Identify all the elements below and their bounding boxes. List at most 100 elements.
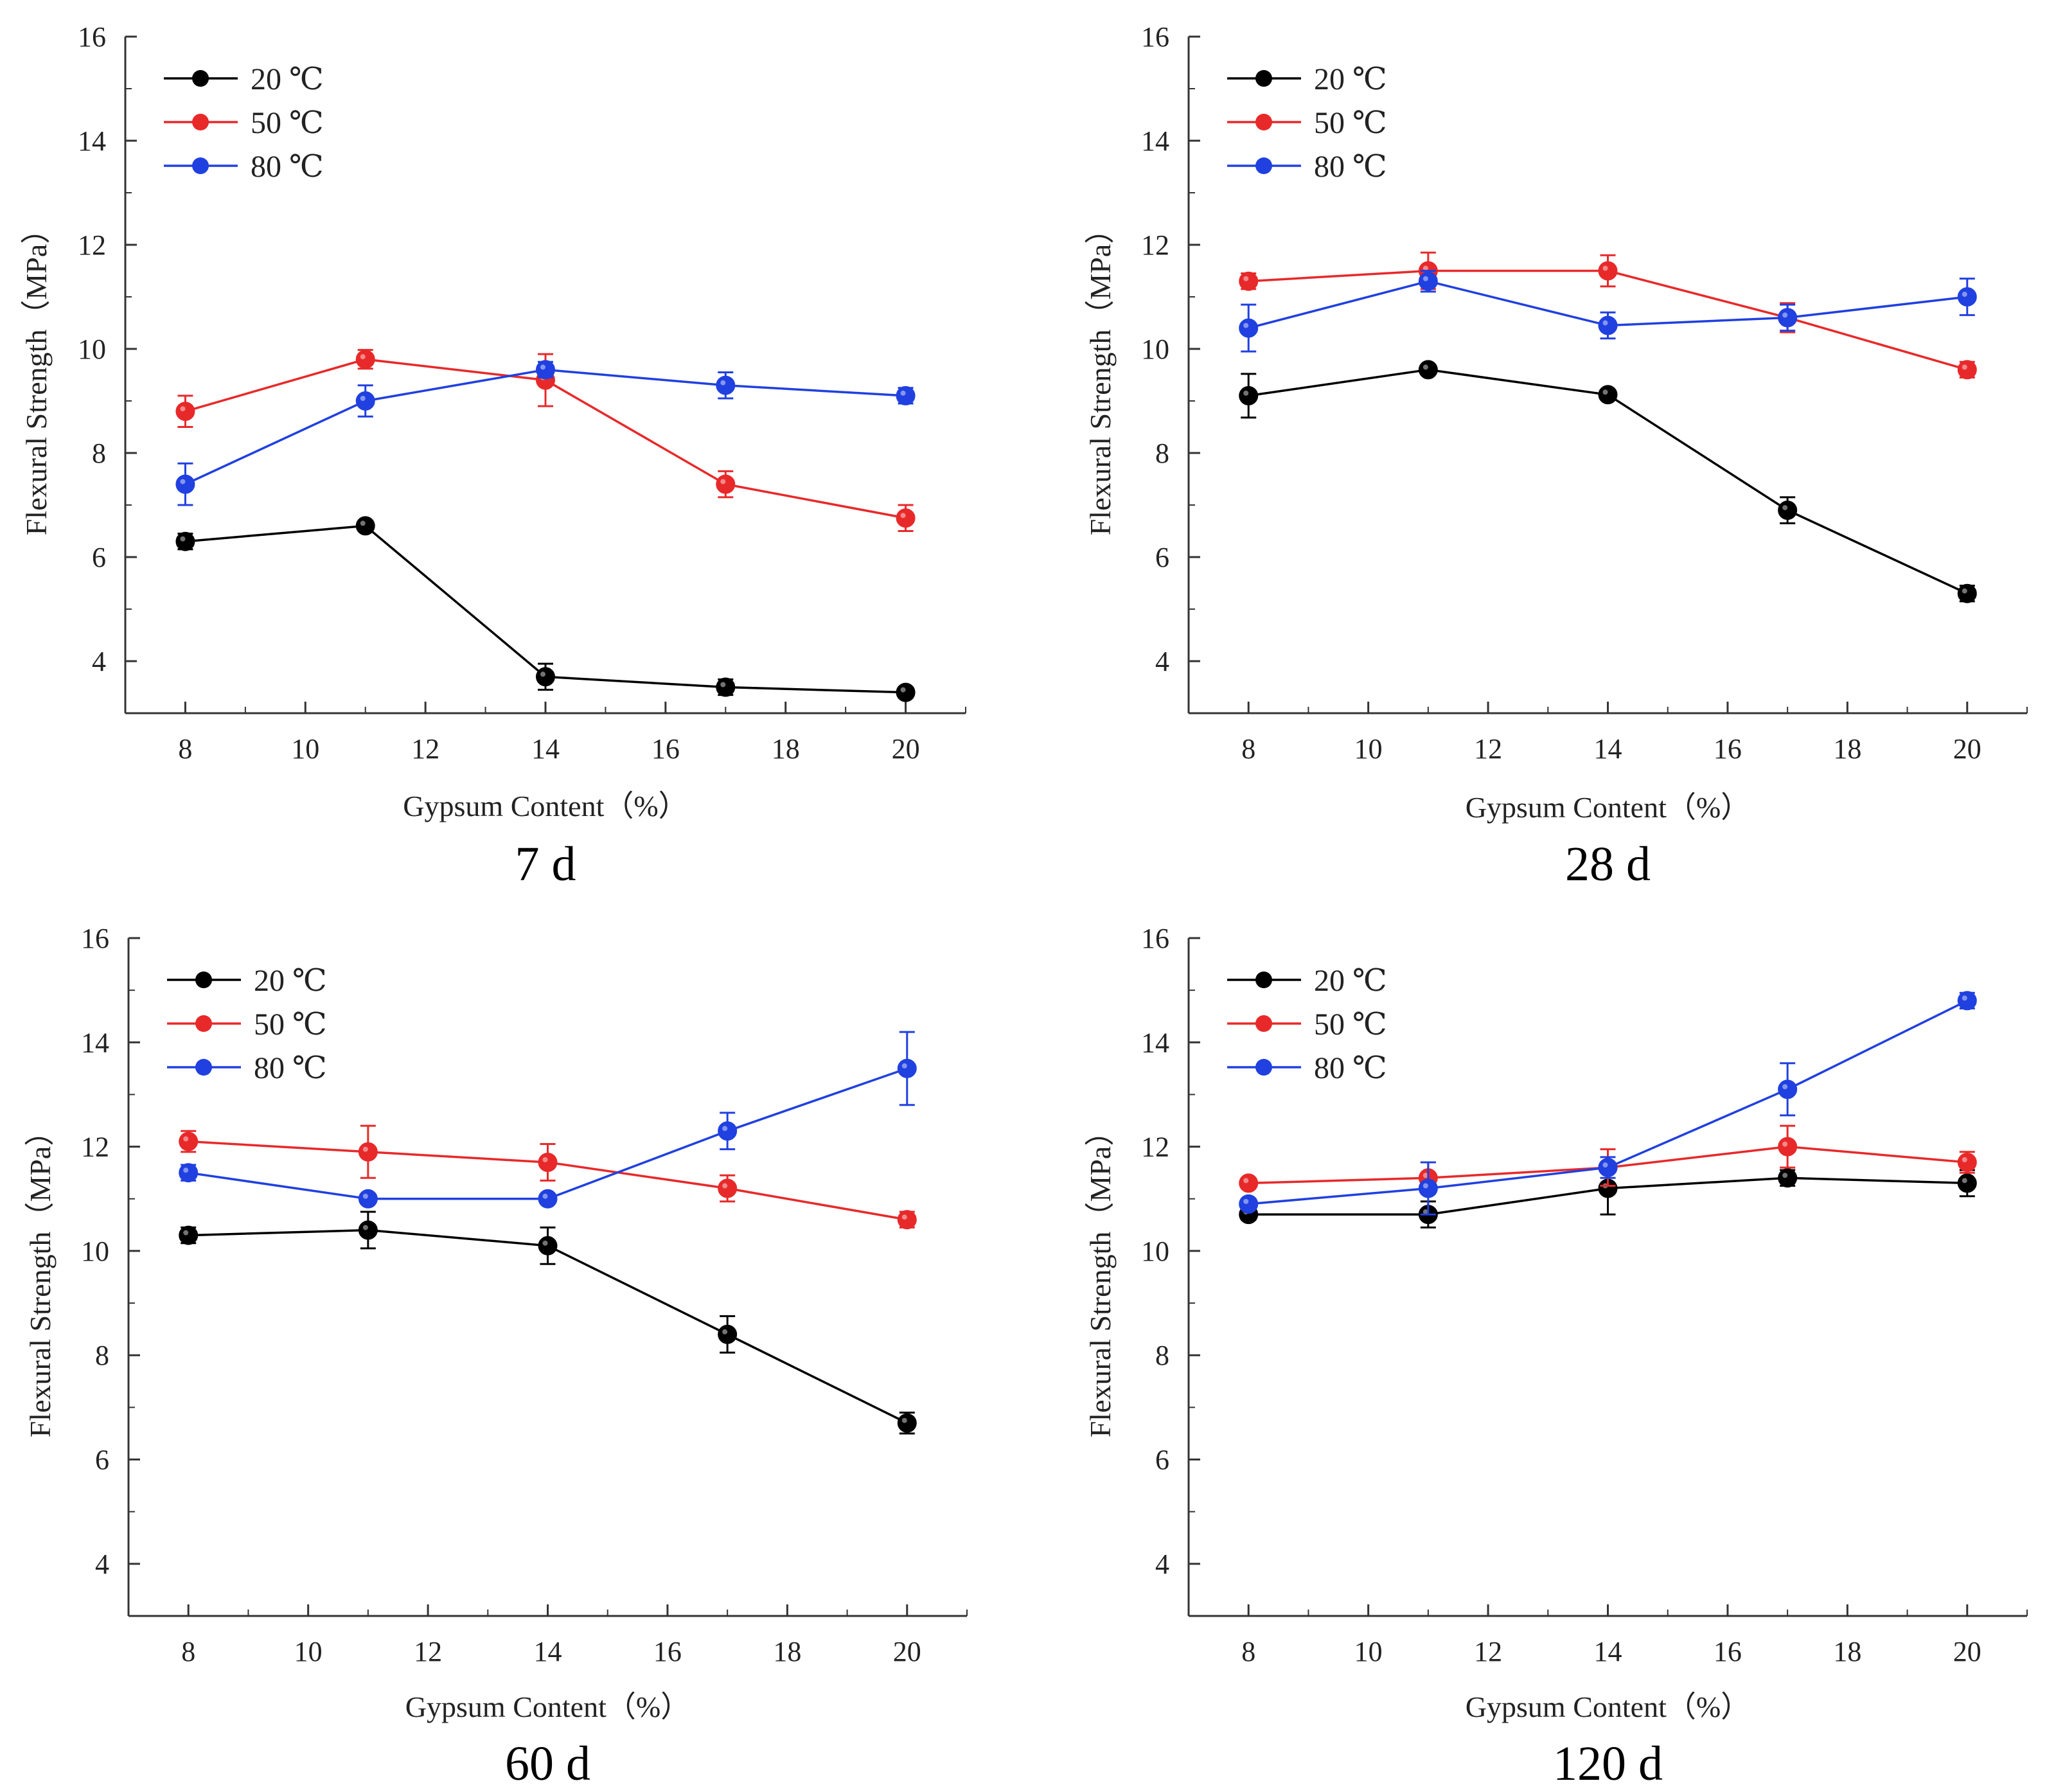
data-point-highlight [183,1230,189,1236]
data-point-highlight [1422,1183,1428,1189]
legend-item: 80 ℃ [1227,1051,1387,1085]
legend-item: 80 ℃ [1227,150,1387,184]
data-point-highlight [362,1193,368,1199]
y-tick-label: 14 [1141,125,1169,157]
data-point [1239,386,1259,405]
data-point [716,474,736,494]
legend-marker [1255,971,1272,988]
data-point-highlight [360,354,366,360]
data-point-highlight [720,479,726,484]
legend-item: 20 ℃ [164,62,324,96]
data-point [538,1189,558,1209]
data-point-highlight [183,1167,189,1173]
data-point [1598,385,1618,405]
chart-panel-3: 4 6 8 10 12 14 16 8 10 12 14 16 18 20 Gypsum Content（%… [24,923,968,1791]
x-tick-label: 20 [893,1636,921,1667]
legend-label: 50 ℃ [254,1007,327,1042]
series-1 [175,516,916,702]
data-point [718,1121,738,1141]
chart-panel-2: 4 6 8 10 12 14 16 8 10 12 14 16 18 20 Gypsum Content（%… [1084,21,2028,891]
data-point [716,375,736,395]
legend-label: 80 ℃ [1314,1051,1387,1085]
data-point [1598,315,1618,335]
y-tick-label: 4 [95,1548,109,1580]
data-point-highlight [1243,323,1249,328]
data-point-highlight [180,479,186,484]
legend-marker [1255,157,1272,174]
panel-caption: 120 d [1553,1737,1663,1791]
data-point [1957,991,1977,1011]
data-point [179,1163,199,1183]
data-point-highlight [1243,1198,1249,1204]
y-tick-label: 16 [78,21,106,53]
legend-label: 20 ℃ [1314,62,1387,96]
data-point [1418,360,1438,380]
y-tick-label: 6 [92,542,106,573]
data-point-highlight [1962,1157,1967,1162]
x-tick-label: 8 [181,1636,195,1667]
data-point-highlight [1422,1209,1428,1215]
data-point-highlight [1422,265,1428,271]
data-point-highlight [1243,1178,1249,1184]
data-point [536,360,555,380]
x-tick-label: 8 [1241,733,1255,765]
data-point-highlight [362,1225,368,1230]
y-tick-label: 4 [92,646,106,677]
data-point [175,531,195,551]
y-tick-label: 12 [78,229,106,261]
data-point-highlight [180,406,186,412]
data-point-highlight [183,1136,189,1142]
legend-marker [192,70,209,87]
data-point [1598,1158,1618,1178]
chart-panel-4: 4 6 8 10 12 14 16 8 10 12 14 16 18 20 Gypsum Content（%… [1084,923,2028,1791]
data-point-highlight [1782,1084,1788,1090]
legend-marker [1255,1059,1272,1076]
legend-marker [1255,114,1272,130]
data-point-highlight [1602,389,1608,395]
y-tick-label: 4 [1155,646,1169,677]
data-point [896,682,916,702]
x-tick-label: 18 [773,1636,801,1667]
data-point-highlight [360,520,366,526]
y-tick-label: 10 [1141,333,1169,365]
y-tick-label: 14 [78,125,106,157]
x-tick-label: 12 [1474,1636,1502,1667]
x-tick-label: 12 [1474,733,1502,765]
data-point-highlight [362,1146,368,1152]
y-tick-label: 16 [1141,923,1169,954]
data-point-highlight [722,1329,728,1335]
x-tick-label: 16 [653,1636,682,1667]
y-tick-label: 6 [1155,1444,1169,1476]
data-point [1598,261,1618,281]
x-tick-label: 14 [1594,733,1622,765]
panel-caption: 28 d [1565,837,1651,891]
series-3 [175,360,916,506]
legend-marker [195,1015,212,1032]
data-point [1957,1173,1977,1193]
y-tick-label: 12 [81,1131,109,1163]
data-point-highlight [540,364,545,370]
data-point [1239,1194,1259,1214]
data-point [1778,501,1798,520]
data-point-highlight [360,396,366,401]
legend-marker [1255,1015,1272,1032]
y-tick-label: 16 [1141,21,1169,53]
x-tick-label: 8 [1241,1636,1255,1667]
data-point [355,391,375,411]
data-point [536,667,555,687]
x-tick-label: 20 [892,733,920,765]
y-tick-label: 16 [81,923,109,954]
data-point [897,1058,917,1078]
legend-item: 80 ℃ [167,1051,327,1085]
data-point-highlight [720,682,726,688]
x-tick-label: 12 [414,1636,442,1667]
data-point-highlight [722,1183,728,1189]
data-point-highlight [1602,1162,1608,1168]
data-point-highlight [901,1063,907,1069]
legend-item: 80 ℃ [164,150,324,184]
y-tick-label: 4 [1155,1548,1169,1580]
series-1 [1239,360,1977,603]
data-point [718,1178,738,1198]
data-point [358,1142,378,1162]
